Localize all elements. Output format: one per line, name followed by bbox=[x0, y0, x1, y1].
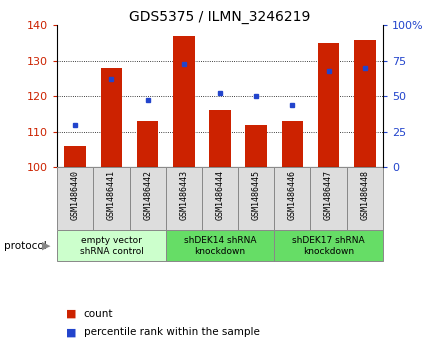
Text: GSM1486440: GSM1486440 bbox=[71, 170, 80, 220]
Bar bbox=[166, 230, 274, 261]
Bar bbox=[246, 125, 267, 167]
Bar bbox=[311, 167, 347, 230]
Text: GSM1486446: GSM1486446 bbox=[288, 170, 297, 220]
Bar bbox=[347, 167, 383, 230]
Text: GSM1486447: GSM1486447 bbox=[324, 170, 333, 220]
Text: shDEK14 shRNA
knockdown: shDEK14 shRNA knockdown bbox=[184, 236, 256, 256]
Bar bbox=[57, 167, 93, 230]
Text: protocol: protocol bbox=[4, 241, 47, 250]
Text: percentile rank within the sample: percentile rank within the sample bbox=[84, 327, 260, 337]
Bar bbox=[57, 230, 166, 261]
Text: empty vector
shRNA control: empty vector shRNA control bbox=[80, 236, 143, 256]
Bar bbox=[93, 167, 129, 230]
Bar bbox=[209, 110, 231, 167]
Bar bbox=[274, 230, 383, 261]
Bar bbox=[137, 121, 158, 167]
Text: GSM1486443: GSM1486443 bbox=[180, 170, 188, 220]
Bar bbox=[354, 40, 376, 167]
Text: GSM1486442: GSM1486442 bbox=[143, 170, 152, 220]
Bar bbox=[274, 167, 311, 230]
Bar bbox=[129, 167, 166, 230]
Bar bbox=[166, 167, 202, 230]
Bar bbox=[282, 121, 303, 167]
Text: ▶: ▶ bbox=[42, 241, 50, 250]
Text: GSM1486448: GSM1486448 bbox=[360, 170, 369, 220]
Bar bbox=[101, 68, 122, 167]
Text: count: count bbox=[84, 309, 113, 319]
Bar bbox=[318, 43, 339, 167]
Text: GSM1486441: GSM1486441 bbox=[107, 170, 116, 220]
Title: GDS5375 / ILMN_3246219: GDS5375 / ILMN_3246219 bbox=[129, 11, 311, 24]
Text: ■: ■ bbox=[66, 309, 77, 319]
Bar bbox=[64, 146, 86, 167]
Text: ■: ■ bbox=[66, 327, 77, 337]
Bar bbox=[238, 167, 274, 230]
Text: shDEK17 shRNA
knockdown: shDEK17 shRNA knockdown bbox=[292, 236, 365, 256]
Bar bbox=[173, 36, 194, 167]
Bar bbox=[202, 167, 238, 230]
Text: GSM1486445: GSM1486445 bbox=[252, 170, 260, 220]
Text: GSM1486444: GSM1486444 bbox=[216, 170, 224, 220]
